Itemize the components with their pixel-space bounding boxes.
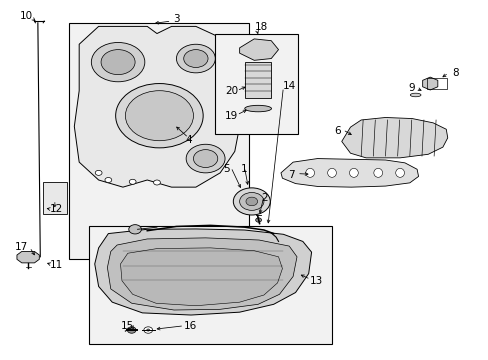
- Polygon shape: [95, 229, 311, 315]
- Polygon shape: [17, 251, 39, 263]
- Text: 4: 4: [185, 135, 191, 145]
- Circle shape: [129, 179, 136, 184]
- Text: 2: 2: [261, 193, 268, 203]
- Bar: [427, 78, 446, 89]
- Bar: [42, 182, 67, 214]
- Bar: [89, 226, 331, 344]
- Ellipse shape: [373, 168, 382, 177]
- Text: 7: 7: [287, 170, 294, 180]
- Text: 3: 3: [173, 14, 180, 24]
- Text: 1: 1: [241, 163, 247, 174]
- Text: 17: 17: [15, 242, 28, 252]
- Circle shape: [193, 150, 217, 167]
- Circle shape: [176, 44, 215, 73]
- Circle shape: [245, 197, 257, 206]
- Ellipse shape: [409, 93, 420, 97]
- Circle shape: [255, 218, 261, 222]
- Circle shape: [91, 42, 144, 82]
- Circle shape: [105, 177, 112, 183]
- Circle shape: [186, 144, 224, 173]
- Bar: [69, 23, 249, 258]
- Polygon shape: [74, 26, 239, 187]
- Text: 14: 14: [282, 81, 295, 91]
- Text: 13: 13: [309, 276, 323, 286]
- Text: 10: 10: [20, 12, 33, 21]
- Circle shape: [239, 193, 264, 210]
- Text: 6: 6: [334, 126, 341, 136]
- Circle shape: [128, 225, 141, 234]
- Circle shape: [116, 84, 203, 148]
- Polygon shape: [107, 238, 296, 310]
- Ellipse shape: [395, 168, 404, 177]
- Bar: [215, 33, 297, 134]
- Text: 8: 8: [452, 68, 458, 78]
- Ellipse shape: [327, 168, 336, 177]
- Text: 5: 5: [222, 163, 229, 174]
- Text: 15: 15: [121, 321, 134, 331]
- Text: 11: 11: [50, 260, 63, 270]
- Text: 16: 16: [183, 321, 196, 331]
- Circle shape: [125, 91, 193, 141]
- Circle shape: [153, 180, 160, 185]
- Polygon shape: [120, 248, 282, 306]
- Text: 12: 12: [50, 204, 63, 214]
- Circle shape: [127, 327, 136, 333]
- Circle shape: [233, 188, 270, 215]
- Bar: [245, 62, 270, 98]
- Polygon shape: [281, 158, 418, 187]
- Text: 9: 9: [407, 83, 414, 93]
- Text: 18: 18: [254, 22, 267, 32]
- Polygon shape: [341, 117, 447, 158]
- Text: 20: 20: [225, 86, 238, 96]
- Circle shape: [95, 170, 102, 175]
- Ellipse shape: [305, 168, 314, 177]
- Circle shape: [183, 50, 207, 67]
- Ellipse shape: [349, 168, 358, 177]
- Circle shape: [143, 327, 152, 333]
- Circle shape: [146, 329, 149, 331]
- Ellipse shape: [244, 105, 271, 112]
- Circle shape: [101, 50, 135, 75]
- Text: 19: 19: [225, 111, 238, 121]
- Polygon shape: [239, 39, 278, 60]
